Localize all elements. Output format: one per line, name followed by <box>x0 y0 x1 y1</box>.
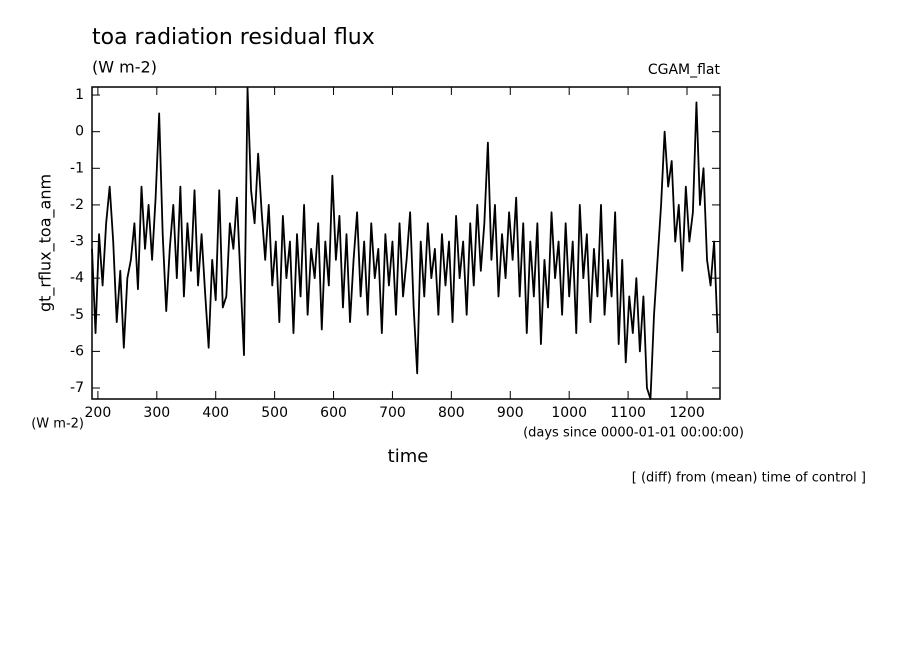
x-tick-label: 400 <box>202 405 229 421</box>
dataset-label: CGAM_flat <box>648 62 721 78</box>
x-tick-label: 600 <box>320 405 347 421</box>
y-tick-label: -4 <box>70 270 84 286</box>
y-tick-label: 0 <box>75 124 84 140</box>
data-line <box>91 86 719 400</box>
x-tick-label: 500 <box>261 405 288 421</box>
x-tick-label: 900 <box>497 405 524 421</box>
chart-subtitle: (W m-2) <box>92 58 157 77</box>
y-tick-label: -7 <box>70 380 84 396</box>
y-tick-label: -2 <box>70 197 84 213</box>
x-tick-label: 1000 <box>551 405 587 421</box>
annotation: [ (diff) from (mean) time of control ] <box>632 471 866 486</box>
plot-frame <box>91 86 721 400</box>
x-tick-label: 800 <box>438 405 465 421</box>
x-units: (days since 0000-01-01 00:00:00) <box>523 426 744 441</box>
y-tick-label: -1 <box>70 160 84 176</box>
y-axis-label: gt_rflux_toa_anm <box>36 174 56 312</box>
x-axis-label: time <box>388 446 429 467</box>
x-tick-label: 700 <box>379 405 406 421</box>
y-tick-label: 1 <box>75 87 84 103</box>
y-tick-label: -5 <box>70 307 84 323</box>
x-tick-label: 200 <box>85 405 112 421</box>
x-tick-label: 1200 <box>669 405 705 421</box>
x-tick-label: 300 <box>143 405 170 421</box>
y-units: (W m-2) <box>31 417 84 432</box>
y-tick-label: -6 <box>70 343 84 359</box>
chart-title: toa radiation residual flux <box>92 25 375 50</box>
y-tick-label: -3 <box>70 234 84 250</box>
x-tick-label: 1100 <box>610 405 646 421</box>
